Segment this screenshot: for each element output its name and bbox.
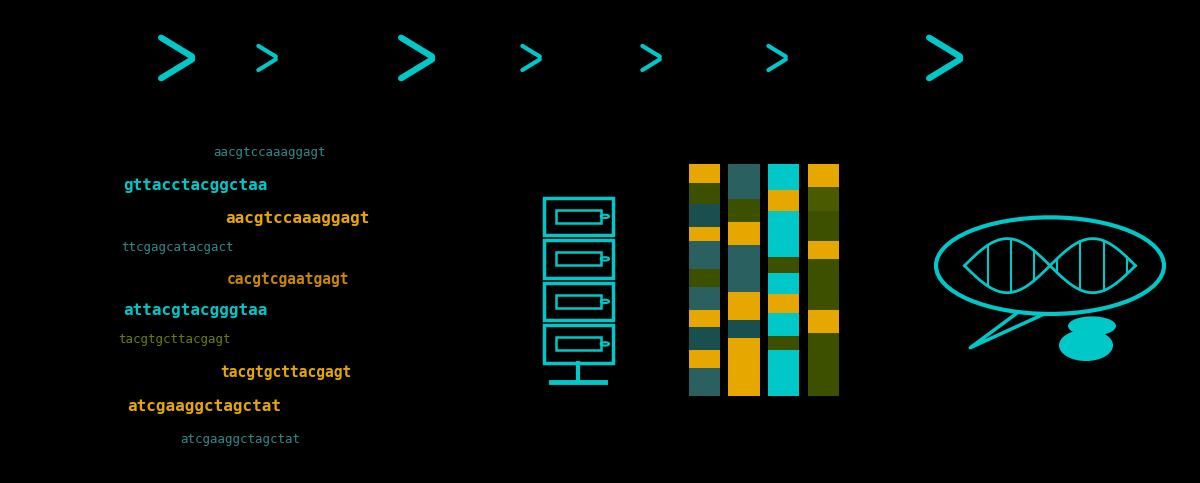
Polygon shape: [808, 164, 839, 187]
Text: atcgaaggctagctat: atcgaaggctagctat: [180, 433, 300, 446]
Text: ttcgagcatacgact: ttcgagcatacgact: [121, 241, 234, 254]
Polygon shape: [768, 294, 799, 313]
Polygon shape: [768, 164, 799, 190]
Polygon shape: [768, 336, 799, 350]
Polygon shape: [768, 313, 799, 336]
Polygon shape: [728, 361, 760, 396]
Text: atcgaaggctagctat: atcgaaggctagctat: [127, 399, 281, 414]
Polygon shape: [768, 234, 799, 257]
Polygon shape: [689, 241, 720, 269]
Polygon shape: [689, 310, 720, 327]
Polygon shape: [808, 259, 839, 283]
Text: attacgtacgggtaa: attacgtacgggtaa: [124, 302, 268, 318]
Polygon shape: [808, 310, 839, 333]
Polygon shape: [768, 350, 799, 368]
Polygon shape: [808, 361, 839, 396]
Polygon shape: [689, 227, 720, 241]
Polygon shape: [728, 292, 760, 320]
Text: tacgtgcttacgagt: tacgtgcttacgagt: [118, 333, 230, 345]
Polygon shape: [689, 269, 720, 287]
Polygon shape: [808, 211, 839, 241]
Polygon shape: [808, 283, 839, 310]
Text: tacgtgcttacgagt: tacgtgcttacgagt: [220, 365, 352, 381]
Polygon shape: [728, 199, 760, 222]
Text: cacgtcgaatgagt: cacgtcgaatgagt: [227, 271, 349, 287]
Polygon shape: [768, 211, 799, 234]
Text: aacgtccaaaggagt: aacgtccaaaggagt: [214, 146, 326, 158]
Polygon shape: [808, 241, 839, 259]
Polygon shape: [728, 320, 760, 338]
Polygon shape: [768, 368, 799, 396]
Polygon shape: [808, 333, 839, 361]
Circle shape: [1068, 316, 1116, 336]
Polygon shape: [728, 164, 760, 199]
Polygon shape: [768, 190, 799, 211]
Ellipse shape: [1060, 330, 1114, 361]
Polygon shape: [728, 245, 760, 269]
Polygon shape: [728, 269, 760, 292]
Polygon shape: [689, 164, 720, 183]
Polygon shape: [689, 368, 720, 396]
Polygon shape: [768, 273, 799, 294]
Text: gttacctacggctaa: gttacctacggctaa: [124, 178, 268, 194]
Polygon shape: [768, 257, 799, 273]
Polygon shape: [689, 287, 720, 310]
Polygon shape: [689, 327, 720, 350]
Polygon shape: [689, 350, 720, 368]
Text: aacgtccaaaggagt: aacgtccaaaggagt: [226, 211, 370, 226]
Polygon shape: [689, 183, 720, 204]
Polygon shape: [728, 338, 760, 361]
Polygon shape: [689, 204, 720, 227]
Polygon shape: [808, 187, 839, 211]
Polygon shape: [728, 222, 760, 245]
